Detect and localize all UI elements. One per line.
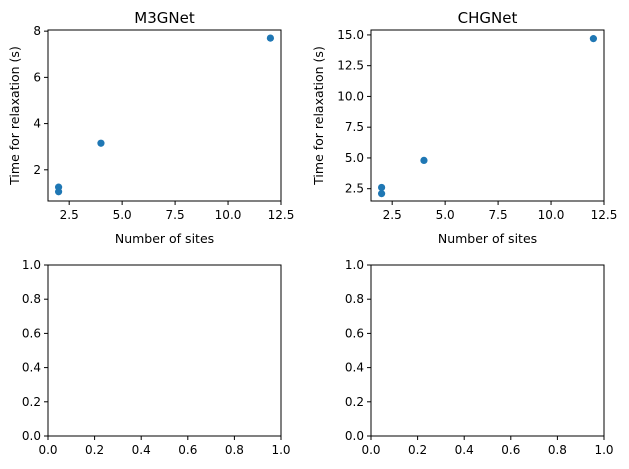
x-tick-label: 5.0 xyxy=(436,208,455,222)
data-point xyxy=(420,156,428,165)
y-tick-label: 2 xyxy=(33,163,41,177)
y-tick-label: 6 xyxy=(33,70,41,84)
y-tick-label: 0.6 xyxy=(22,326,41,340)
x-tick-label: 1.0 xyxy=(594,443,613,457)
x-tick-label: 2.5 xyxy=(60,208,79,222)
x-tick-label: 12.5 xyxy=(268,208,295,222)
y-axis-label: Time for relaxation (s) xyxy=(7,46,22,186)
axes-frame xyxy=(47,29,282,202)
y-tick-label: 0.2 xyxy=(345,395,364,409)
subplot-2: 2.5 5.0 7.5 10.0 12.5 2.5 5.0 7.5 10.0 12.5 15.0 CH… xyxy=(311,9,617,246)
x-tick-label: 7.5 xyxy=(166,208,185,222)
x-tick-label: 0.6 xyxy=(501,443,520,457)
y-tick-label: 1.0 xyxy=(22,258,41,272)
subplot-3: 0.0 0.2 0.4 0.6 0.8 1.0 0.0 0.2 0.4 0.6 0.8 1.0 xyxy=(22,258,291,457)
data-point xyxy=(266,34,275,42)
x-tick-label: 0.0 xyxy=(38,443,57,457)
axes-frame xyxy=(370,264,605,437)
axes-frame xyxy=(47,264,282,437)
y-tick-label: 15.0 xyxy=(337,28,364,42)
y-tick-label: 8 xyxy=(33,24,41,38)
x-tick-label: 5.0 xyxy=(113,208,132,222)
y-tick-label: 1.0 xyxy=(345,258,364,272)
x-tick-label: 1.0 xyxy=(271,443,290,457)
x-tick-label: 0.4 xyxy=(132,443,151,457)
x-tick-label: 0.6 xyxy=(178,443,197,457)
y-tick-label: 0.2 xyxy=(22,395,41,409)
y-tick-label: 0.8 xyxy=(22,292,41,306)
x-tick-label: 0.8 xyxy=(225,443,244,457)
y-tick-label: 10.0 xyxy=(337,89,364,103)
chart-title: M3GNet xyxy=(134,9,195,27)
y-tick-label: 0.4 xyxy=(22,361,41,375)
x-tick-label: 0.8 xyxy=(548,443,567,457)
data-point xyxy=(97,139,105,147)
x-tick-label: 10.0 xyxy=(215,208,242,222)
x-tick-label: 10.0 xyxy=(538,208,565,222)
y-tick-label: 7.5 xyxy=(345,120,364,134)
y-tick-label: 0.6 xyxy=(345,326,364,340)
subplot-4: 0.0 0.2 0.4 0.6 0.8 1.0 0.0 0.2 0.4 0.6 0.8 1.0 xyxy=(345,258,614,457)
y-tick-label: 0.4 xyxy=(345,361,364,375)
chart-title: CHGNet xyxy=(458,9,518,27)
x-tick-label: 0.2 xyxy=(85,443,104,457)
y-tick-label: 0.8 xyxy=(345,292,364,306)
x-tick-label: 7.5 xyxy=(489,208,508,222)
subplot-1: 2.5 5.0 7.5 10.0 12.5 2 4 6 8 M3GNet Number of sit… xyxy=(7,9,294,246)
data-point xyxy=(377,190,386,198)
y-tick-label: 12.5 xyxy=(337,59,364,73)
x-tick-label: 0.0 xyxy=(361,443,380,457)
y-tick-label: 2.5 xyxy=(345,182,364,196)
x-tick-label: 2.5 xyxy=(383,208,402,222)
y-tick-label: 5.0 xyxy=(345,151,364,165)
y-tick-label: 0.0 xyxy=(345,429,364,443)
data-point xyxy=(377,183,386,192)
x-tick-label: 0.4 xyxy=(455,443,474,457)
y-tick-label: 4 xyxy=(33,117,41,131)
y-axis-label: Time for relaxation (s) xyxy=(311,46,326,186)
x-axis-label: Number of sites xyxy=(115,231,214,246)
x-tick-label: 0.2 xyxy=(408,443,427,457)
axes-frame xyxy=(370,29,605,202)
data-point xyxy=(589,35,598,43)
x-tick-label: 12.5 xyxy=(591,208,618,222)
x-axis-label: Number of sites xyxy=(438,231,537,246)
y-tick-label: 0.0 xyxy=(22,429,41,443)
data-point xyxy=(54,183,63,191)
